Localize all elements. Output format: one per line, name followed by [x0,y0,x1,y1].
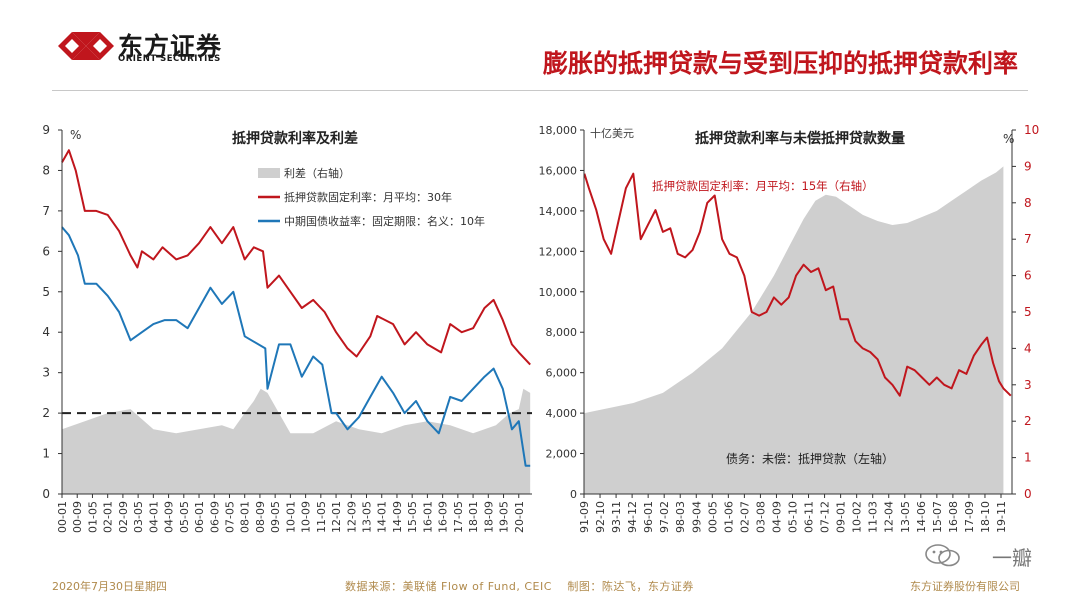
right-chart-x-tick-label: 17-09 [963,501,976,533]
right-chart-right-tick-label: 4 [1024,341,1032,355]
right-chart-left-tick-label: 16,000 [539,164,578,177]
right-chart-x-tick-label: 00-05 [706,501,719,533]
right-chart-left-tick-label: 12,000 [539,245,578,258]
right-chart-x-tick-label: 93-11 [610,501,623,533]
right-chart-x-tick-label: 18-10 [979,501,992,533]
right-chart-x-tick-label: 06-11 [803,501,816,533]
right-chart-x-tick-label: 16-08 [947,501,960,533]
right-chart-right-unit: % [1003,132,1014,146]
right-chart-x-tick-label: 96-01 [642,501,655,533]
watermark-text: 一瓣 [992,542,1032,571]
right-chart-right-tick-label: 7 [1024,232,1032,246]
right-chart-right-tick-label: 0 [1024,487,1032,501]
right-chart-x-tick-label: 10-02 [851,501,864,533]
right-chart-left-tick-label: 2,000 [546,448,578,461]
right-chart-left-tick-label: 14,000 [539,205,578,218]
right-chart-right-tick-label: 2 [1024,414,1032,428]
right-chart-left-tick-label: 0 [570,488,577,501]
right-chart-right-tick-label: 9 [1024,159,1032,173]
right-chart-area-label: 债务：未偿：抵押贷款（左轴） [726,451,894,466]
footer-source: 数据来源：美联储 Flow of Fund, CEIC 制图：陈达飞，东方证券 [345,578,694,594]
right-chart-right-tick-label: 3 [1024,378,1032,392]
wechat-icon [924,542,962,568]
right-chart-x-tick-label: 02-07 [738,501,751,533]
right-chart-left-unit: 十亿美元 [590,126,634,140]
right-chart-right-tick-label: 8 [1024,196,1032,210]
right-chart-x-tick-label: 04-09 [770,501,783,533]
right-chart-x-tick-label: 07-12 [819,501,832,533]
footer-company: 东方证券股份有限公司 [910,578,1020,594]
right-chart-x-tick-label: 97-02 [658,501,671,533]
right-chart-right-tick-label: 5 [1024,305,1032,319]
right-chart-x-tick-label: 98-03 [674,501,687,533]
right-chart-x-tick-label: 94-12 [626,501,639,533]
mortgage-debt-area-layer [584,166,1003,494]
right-chart-x-tick-label: 11-03 [867,501,880,533]
right-chart-x-tick-label: 12-04 [883,501,896,533]
right-chart-left-tick-label: 8,000 [546,326,578,339]
mortgage-debt-area [584,166,1003,494]
right-chart-x-tick-label: 13-05 [899,501,912,533]
right-chart-x-tick-label: 19-11 [995,501,1008,533]
right-chart-right-tick-label: 6 [1024,269,1032,283]
right-chart-x-tick-label: 01-06 [722,501,735,533]
right-chart-x-tick-label: 99-04 [690,501,703,533]
right-chart-left-tick-label: 4,000 [546,407,578,420]
right-chart-x-tick-label: 09-01 [835,501,848,533]
right-chart-x-tick-label: 14-06 [915,501,928,533]
right-chart-left-tick-label: 18,000 [539,124,578,137]
footer-date: 2020年7月30日星期四 [52,578,167,594]
right-chart-x-tick-label: 05-10 [786,501,799,533]
right-chart-x-tick-label: 15-07 [931,501,944,533]
right-chart-line-label: 抵押贷款固定利率：月平均：15年（右轴） [652,179,874,193]
right-chart-x-tick-label: 91-09 [578,501,591,533]
right-chart: 0 2,000 4,000 6,000 8,000 10,000 12,000 14,000 1… [0,0,1080,608]
right-chart-right-tick-label: 10 [1024,123,1039,137]
right-chart-x-tick-label: 03-08 [754,501,767,533]
right-chart-left-tick-label: 10,000 [539,286,578,299]
right-chart-right-tick-label: 1 [1024,451,1032,465]
right-chart-title: 抵押贷款利率与未偿抵押贷款数量 [695,130,905,147]
right-chart-left-tick-label: 6,000 [546,367,578,380]
right-chart-x-tick-label: 92-10 [594,501,607,533]
